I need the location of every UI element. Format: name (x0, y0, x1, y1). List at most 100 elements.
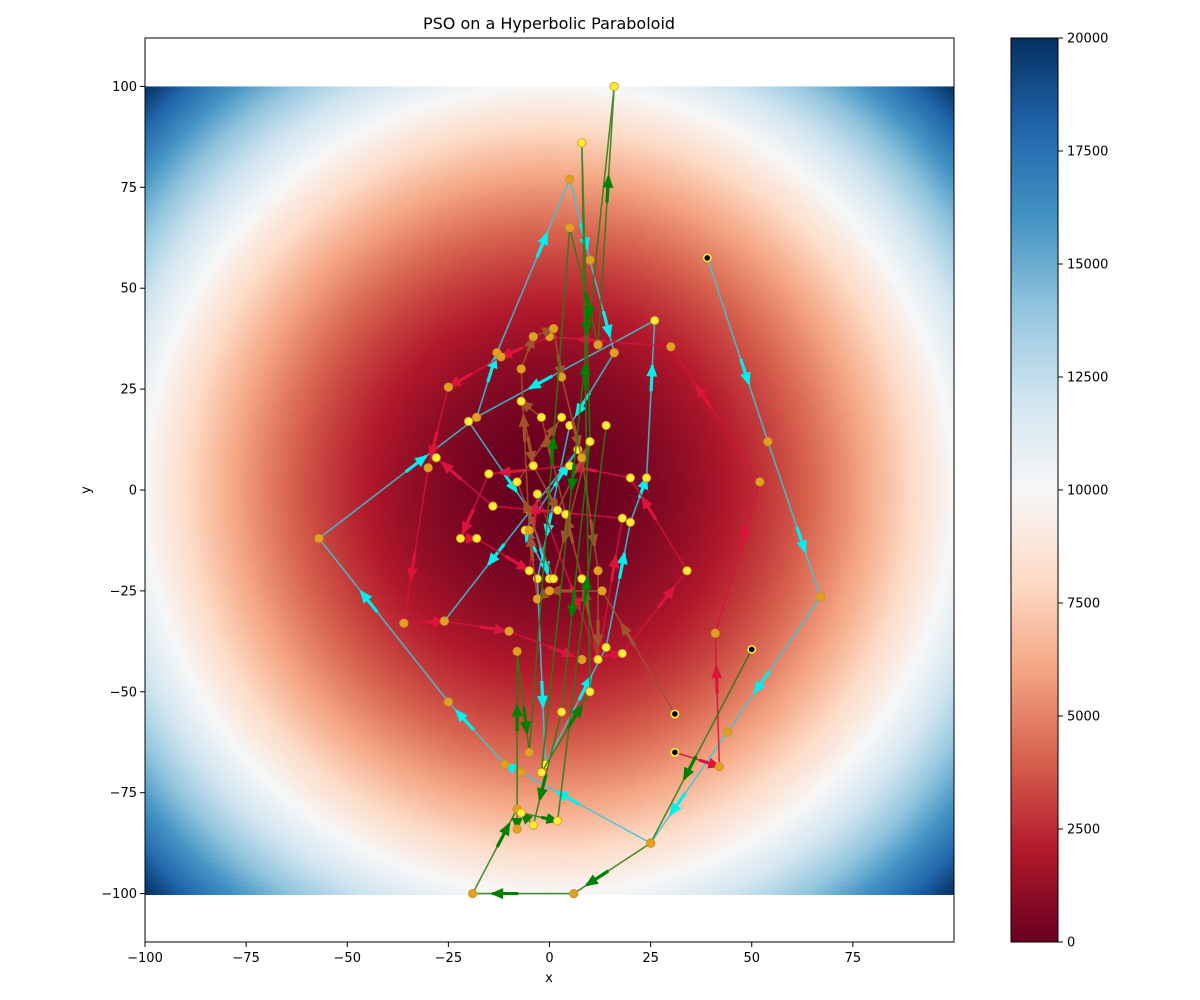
heatmap-cell (805, 94, 810, 100)
heatmap-cell (325, 86, 330, 92)
heatmap-cell (773, 106, 778, 112)
heatmap-cell (649, 154, 654, 160)
heatmap-cell (337, 154, 342, 160)
heatmap-cell (777, 126, 782, 132)
heatmap-cell (405, 150, 410, 156)
heatmap-cell (641, 166, 646, 172)
heatmap-cell (641, 94, 646, 100)
heatmap-cell (281, 122, 286, 128)
heatmap-cell (253, 102, 258, 108)
heatmap-cell (853, 118, 858, 124)
heatmap-cell (785, 122, 790, 128)
heatmap-cell (225, 90, 230, 96)
heatmap-cell (417, 182, 422, 188)
heatmap-cell (601, 138, 606, 144)
heatmap-cell (873, 114, 878, 120)
heatmap-cell (493, 90, 498, 96)
heatmap-cell (413, 90, 418, 96)
heatmap-cell (417, 158, 422, 164)
heatmap-cell (369, 114, 374, 120)
heatmap-cell (501, 170, 506, 176)
heatmap-cell (673, 178, 678, 184)
heatmap-cell (297, 122, 302, 128)
heatmap-cell (413, 146, 418, 152)
heatmap-cell (869, 106, 874, 112)
heatmap-cell (621, 162, 626, 168)
heatmap-cell (621, 98, 626, 104)
heatmap-cell (457, 166, 462, 172)
heatmap-cell (497, 150, 502, 156)
heatmap-cell (397, 142, 402, 148)
heatmap-cell (657, 122, 662, 128)
heatmap-cell (481, 142, 486, 148)
heatmap-cell (385, 94, 390, 100)
heatmap-cell (149, 178, 154, 184)
heatmap-cell (609, 158, 614, 164)
heatmap-cell (397, 170, 402, 176)
heatmap-cell (709, 94, 714, 100)
heatmap-cell (785, 110, 790, 116)
heatmap-cell (725, 86, 730, 92)
heatmap-cell (213, 90, 218, 96)
heatmap-cell (421, 86, 426, 92)
heatmap-cell (777, 106, 782, 112)
heatmap-cell (297, 142, 302, 148)
heatmap-cell (945, 134, 950, 140)
heatmap-cell (177, 118, 182, 124)
heatmap-cell (825, 158, 830, 164)
heatmap-cell (545, 146, 550, 152)
heatmap-cell (485, 90, 490, 96)
heatmap-cell (225, 154, 230, 160)
heatmap-cell (725, 178, 730, 184)
heatmap-cell (601, 106, 606, 112)
heatmap-cell (645, 170, 650, 176)
heatmap-cell (405, 110, 410, 116)
heatmap-cell (521, 138, 526, 144)
heatmap-cell (921, 102, 926, 108)
heatmap-cell (437, 126, 442, 132)
heatmap-cell (653, 90, 658, 96)
heatmap-cell (165, 178, 170, 184)
heatmap-cell (165, 134, 170, 140)
heatmap-cell (465, 130, 470, 136)
heatmap-cell (281, 138, 286, 144)
heatmap-cell (909, 94, 914, 100)
heatmap-cell (505, 154, 510, 160)
heatmap-cell (669, 90, 674, 96)
heatmap-cell (217, 118, 222, 124)
heatmap-cell (749, 138, 754, 144)
heatmap-cell (173, 154, 178, 160)
heatmap-cell (625, 182, 630, 188)
heatmap-cell (429, 178, 434, 184)
heatmap-cell (353, 110, 358, 116)
heatmap-cell (537, 150, 542, 156)
heatmap-cell (309, 90, 314, 96)
heatmap-cell (861, 138, 866, 144)
heatmap-cell (769, 130, 774, 136)
heatmap-cell (917, 174, 922, 180)
heatmap-cell (277, 166, 282, 172)
heatmap-cell (253, 158, 258, 164)
heatmap-cell (501, 158, 506, 164)
heatmap-cell (205, 130, 210, 136)
heatmap-cell (637, 90, 642, 96)
heatmap-cell (825, 86, 830, 92)
heatmap-cell (357, 150, 362, 156)
heatmap-cell (573, 138, 578, 144)
heatmap-cell (657, 134, 662, 140)
heatmap-cell (621, 126, 626, 132)
heatmap-cell (705, 138, 710, 144)
heatmap-cell (157, 138, 162, 144)
heatmap-cell (269, 174, 274, 180)
heatmap-cell (277, 106, 282, 112)
heatmap-cell (217, 90, 222, 96)
heatmap-cell (609, 162, 614, 168)
heatmap-cell (217, 154, 222, 160)
heatmap-cell (769, 102, 774, 108)
heatmap-cell (561, 142, 566, 148)
heatmap-cell (701, 162, 706, 168)
heatmap-cell (485, 130, 490, 136)
heatmap-cell (565, 138, 570, 144)
heatmap-cell (669, 98, 674, 104)
heatmap-cell (809, 154, 814, 160)
